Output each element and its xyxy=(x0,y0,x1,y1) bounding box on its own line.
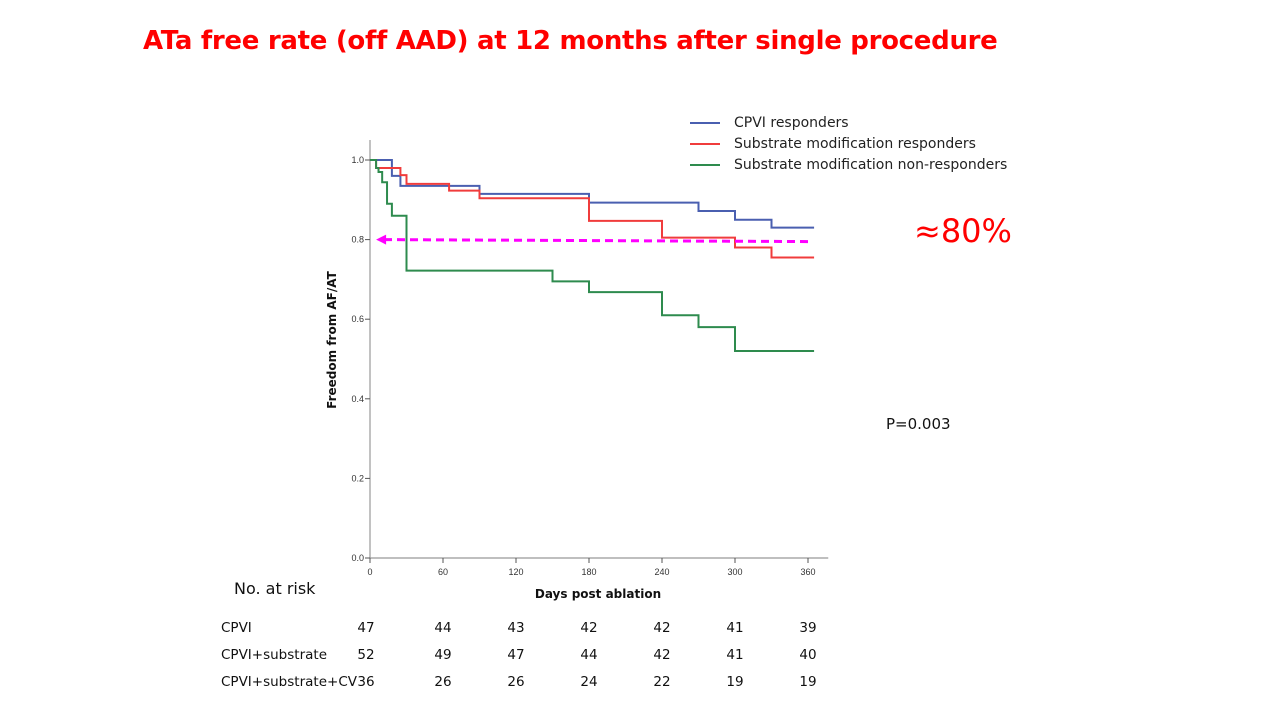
approx-80-percent-annotation: ≈80% xyxy=(914,212,1012,250)
risk-value: 52 xyxy=(357,647,375,663)
legend-label: Substrate modification non-responders xyxy=(734,156,1008,173)
risk-row-label: CPVI+substrate+CV xyxy=(221,674,357,690)
y-tick-label: 0.2 xyxy=(351,473,364,483)
x-tick-label: 0 xyxy=(367,567,372,577)
legend-item-substrate-responders: Substrate modification responders xyxy=(690,133,1007,154)
risk-value: 41 xyxy=(726,620,744,636)
x-tick-label: 60 xyxy=(438,567,448,577)
x-tick-label: 180 xyxy=(581,567,596,577)
risk-value: 19 xyxy=(799,674,817,690)
x-axis-title: Days post ablation xyxy=(535,587,661,601)
legend-swatch xyxy=(690,121,720,124)
y-tick-label: 0.8 xyxy=(351,235,364,245)
axes: 0.0 0.2 0.4 0.6 0.8 1.0 0 60 120 180 240 300 360 xyxy=(351,140,829,577)
y-axis-title: Freedom from AF/AT xyxy=(325,270,339,408)
risk-value: 42 xyxy=(580,620,598,636)
dashed-arrow-line xyxy=(384,238,809,244)
legend-label: CPVI responders xyxy=(734,114,849,131)
y-tick-label: 0.0 xyxy=(351,553,364,563)
risk-value: 40 xyxy=(799,647,817,663)
slide-title: ATa free rate (off AAD) at 12 months aft… xyxy=(143,26,998,56)
arrowhead-icon xyxy=(376,234,387,245)
annotation-layer xyxy=(376,234,809,245)
y-tick-label: 0.4 xyxy=(351,394,364,404)
km-curve-substrate-non-responders xyxy=(370,159,815,353)
x-tick-label: 300 xyxy=(727,567,742,577)
x-tick-label: 360 xyxy=(800,567,815,577)
risk-table-title: No. at risk xyxy=(234,579,316,598)
risk-value: 41 xyxy=(726,647,744,663)
risk-row-label: CPVI xyxy=(221,620,252,636)
legend-swatch xyxy=(690,142,720,145)
risk-value: 43 xyxy=(507,620,525,636)
risk-value: 42 xyxy=(653,647,671,663)
series-layer xyxy=(370,159,815,353)
x-tick-label: 120 xyxy=(508,567,523,577)
risk-value: 26 xyxy=(507,674,525,690)
risk-value: 36 xyxy=(357,674,375,690)
risk-value: 42 xyxy=(653,620,671,636)
legend: CPVI responders Substrate modification r… xyxy=(690,112,1007,175)
risk-value: 49 xyxy=(434,647,452,663)
p-value-text: P=0.003 xyxy=(886,415,951,433)
risk-row-label: CPVI+substrate xyxy=(221,647,328,663)
x-tick-label: 240 xyxy=(654,567,669,577)
risk-value: 44 xyxy=(580,647,598,663)
legend-label: Substrate modification responders xyxy=(734,135,976,152)
risk-value: 26 xyxy=(434,674,452,690)
legend-swatch xyxy=(690,163,720,166)
y-tick-label: 0.6 xyxy=(351,314,364,324)
risk-value: 47 xyxy=(357,620,375,636)
km-curve-substrate-responders xyxy=(370,159,815,259)
risk-value: 19 xyxy=(726,674,744,690)
risk-value: 47 xyxy=(507,647,525,663)
risk-value: 44 xyxy=(434,620,452,636)
legend-item-substrate-non-responders: Substrate modification non-responders xyxy=(690,154,1007,175)
legend-item-cpvi-responders: CPVI responders xyxy=(690,112,1007,133)
y-tick-label: 1.0 xyxy=(351,155,364,165)
risk-value: 39 xyxy=(799,620,817,636)
risk-value: 24 xyxy=(580,674,598,690)
risk-value: 22 xyxy=(653,674,671,690)
